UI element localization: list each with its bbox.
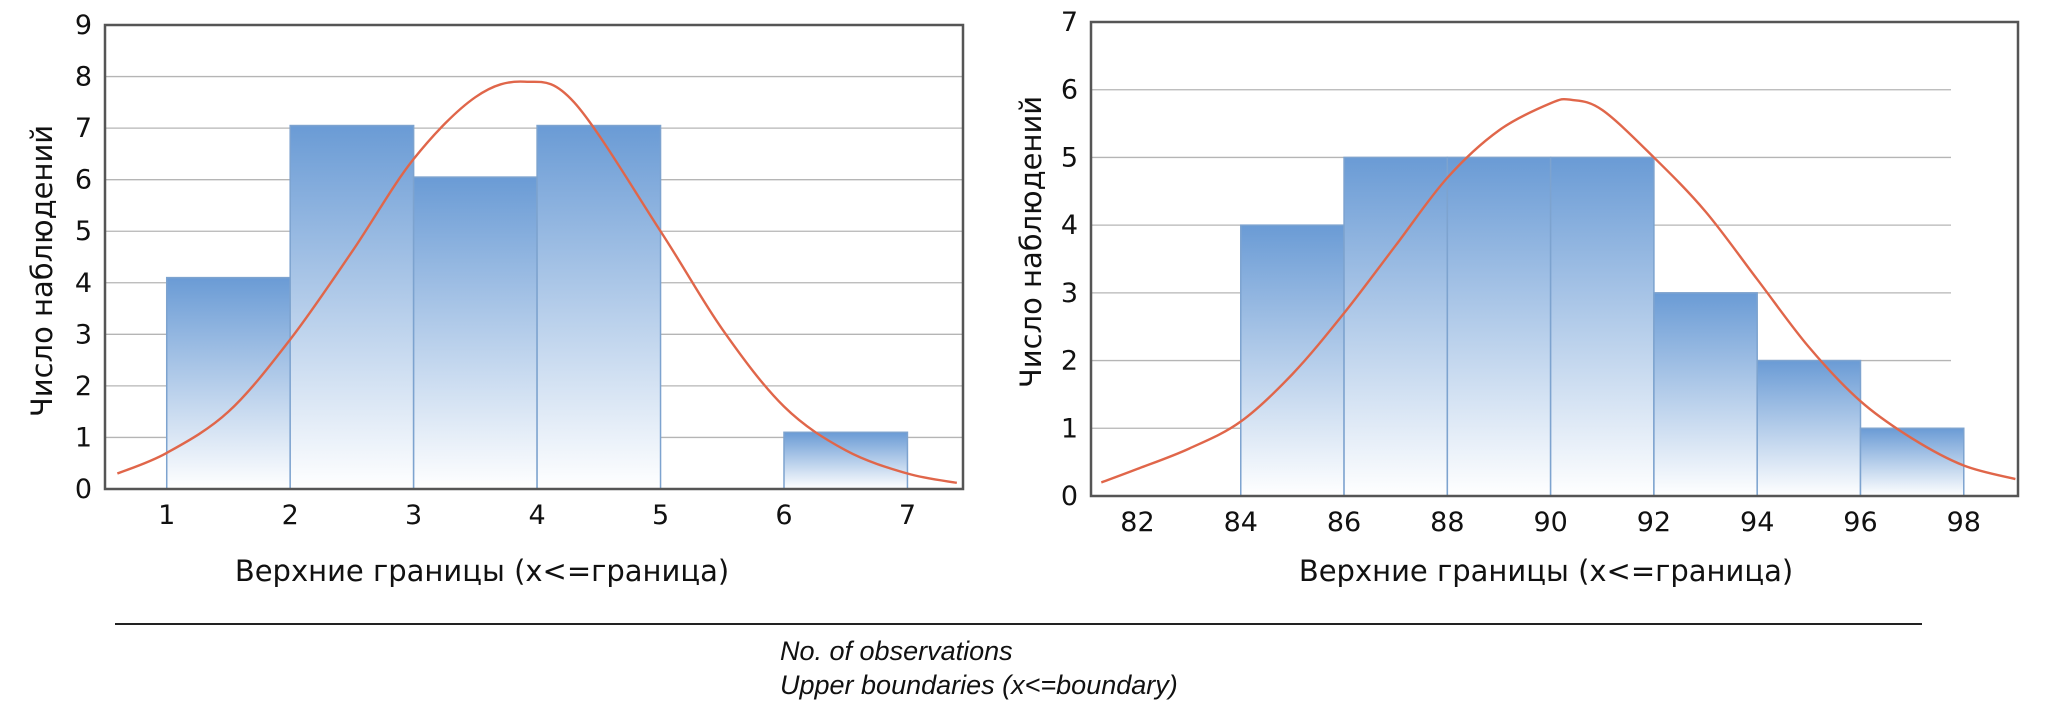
left-y-tick-label: 5 xyxy=(75,216,92,247)
right-x-axis-title: Верхние границы (x<=граница) xyxy=(1299,554,1793,588)
left-y-tick-label: 6 xyxy=(75,165,92,196)
left-y-tick-label: 4 xyxy=(75,268,92,299)
left-y-tick-label: 9 xyxy=(75,10,92,41)
left-bar-2 xyxy=(289,124,415,490)
left-x-ticks: 1 2 3 4 5 6 7 xyxy=(158,500,916,531)
left-x-axis-title: Верхние границы (x<=граница) xyxy=(235,554,729,588)
left-bar-1 xyxy=(165,276,291,490)
left-bar-4 xyxy=(536,124,662,490)
left-y-ticks: 0 1 2 3 4 5 6 7 8 9 xyxy=(75,10,92,505)
right-bar-4 xyxy=(1549,156,1655,497)
left-x-tick-label: 5 xyxy=(652,500,669,531)
caption-line-1: No. of observations xyxy=(780,636,1013,666)
left-x-tick-label: 2 xyxy=(282,500,299,531)
right-y-tick-label: 5 xyxy=(1061,142,1078,173)
left-bar-6 xyxy=(783,431,909,490)
right-y-tick-label: 4 xyxy=(1061,210,1078,241)
right-x-tick-label: 82 xyxy=(1120,507,1154,538)
right-x-tick-label: 86 xyxy=(1327,507,1361,538)
right-y-tick-label: 1 xyxy=(1061,413,1078,444)
left-bar-3 xyxy=(412,176,538,490)
left-y-tick-label: 2 xyxy=(75,371,92,402)
right-x-tick-label: 92 xyxy=(1637,507,1671,538)
right-x-tick-label: 94 xyxy=(1740,507,1774,538)
left-y-tick-label: 8 xyxy=(75,62,92,93)
right-y-tick-label: 0 xyxy=(1061,481,1078,512)
right-bar-3 xyxy=(1446,156,1552,497)
left-y-axis-title: Число наблюдений xyxy=(25,125,59,417)
right-y-tick-label: 3 xyxy=(1061,278,1078,309)
left-x-tick-label: 4 xyxy=(528,500,545,531)
left-plot-frame xyxy=(103,23,965,491)
right-x-tick-label: 84 xyxy=(1224,507,1258,538)
right-x-tick-label: 96 xyxy=(1843,507,1877,538)
right-bar-6 xyxy=(1756,359,1862,497)
right-x-tick-label: 98 xyxy=(1947,507,1981,538)
left-histogram: 1 2 3 4 5 6 7 0 1 2 3 4 5 6 7 8 9 Число наблюдений Верх… xyxy=(25,10,965,588)
right-y-axis-title: Число наблюдений xyxy=(1014,96,1048,388)
caption-line-2: Upper boundaries (x<=boundary) xyxy=(780,670,1178,700)
left-y-tick-label: 1 xyxy=(75,422,92,453)
right-plot-frame xyxy=(1089,20,2020,498)
left-x-tick-label: 3 xyxy=(405,500,422,531)
right-bar-2 xyxy=(1343,156,1449,497)
right-y-tick-label: 7 xyxy=(1061,7,1078,38)
right-histogram: 82 84 86 88 90 92 94 96 98 0 1 2 3 4 5 6 7 Число наблюд… xyxy=(1014,7,2020,588)
right-x-tick-label: 88 xyxy=(1430,507,1464,538)
right-x-ticks: 82 84 86 88 90 92 94 96 98 xyxy=(1120,507,1981,538)
left-y-tick-label: 7 xyxy=(75,113,92,144)
right-y-tick-label: 6 xyxy=(1061,75,1078,106)
right-x-tick-label: 90 xyxy=(1533,507,1567,538)
right-y-tick-label: 2 xyxy=(1061,346,1078,377)
right-bar-1 xyxy=(1240,224,1345,497)
right-normal-curve xyxy=(1100,97,2016,484)
left-y-tick-label: 3 xyxy=(75,319,92,350)
left-x-tick-label: 7 xyxy=(899,500,916,531)
left-normal-curve xyxy=(116,80,958,484)
right-bars xyxy=(1240,156,1965,497)
right-y-ticks: 0 1 2 3 4 5 6 7 xyxy=(1061,7,1078,512)
right-bar-5 xyxy=(1653,292,1758,497)
left-x-tick-label: 6 xyxy=(775,500,792,531)
left-y-tick-label: 0 xyxy=(75,474,92,505)
left-x-tick-label: 1 xyxy=(158,500,175,531)
